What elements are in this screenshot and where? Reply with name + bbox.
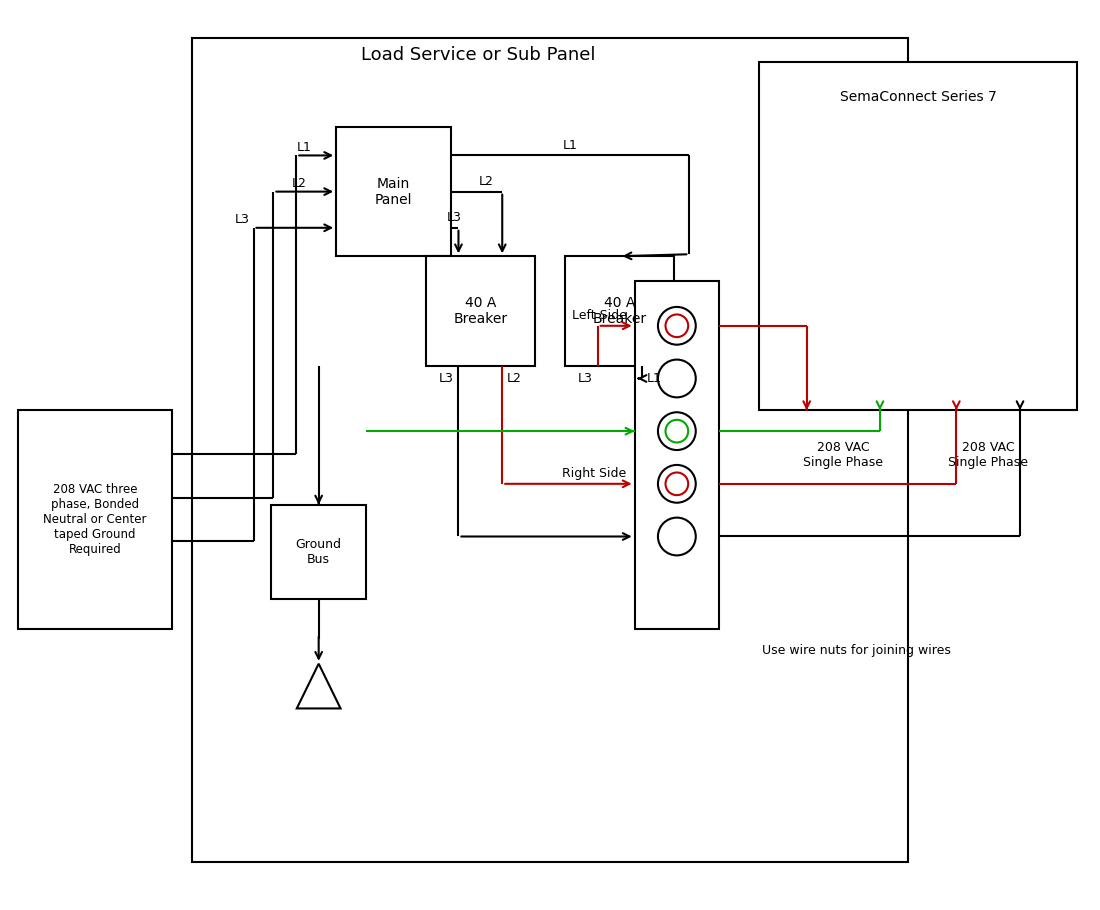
Circle shape bbox=[658, 359, 696, 398]
Text: 208 VAC three
phase, Bonded
Neutral or Center
taped Ground
Required: 208 VAC three phase, Bonded Neutral or C… bbox=[43, 483, 146, 556]
Text: L3: L3 bbox=[578, 372, 593, 385]
Text: Ground
Bus: Ground Bus bbox=[296, 538, 342, 566]
Bar bbox=[272, 505, 366, 599]
Text: Main
Panel: Main Panel bbox=[374, 177, 412, 207]
Text: L3: L3 bbox=[447, 211, 462, 225]
Text: L2: L2 bbox=[292, 177, 306, 190]
Text: 40 A
Breaker: 40 A Breaker bbox=[593, 296, 647, 326]
Circle shape bbox=[658, 412, 696, 450]
Text: L2: L2 bbox=[507, 372, 522, 385]
Bar bbox=[426, 257, 535, 366]
Text: 208 VAC
Single Phase: 208 VAC Single Phase bbox=[948, 441, 1028, 469]
Text: L1: L1 bbox=[647, 372, 661, 385]
Text: L2: L2 bbox=[478, 176, 494, 188]
Bar bbox=[337, 127, 451, 257]
Circle shape bbox=[666, 472, 689, 495]
Circle shape bbox=[666, 315, 689, 337]
Text: L1: L1 bbox=[562, 139, 578, 152]
Text: Use wire nuts for joining wires: Use wire nuts for joining wires bbox=[761, 644, 950, 657]
Text: SemaConnect Series 7: SemaConnect Series 7 bbox=[839, 90, 997, 105]
Text: Left Side: Left Side bbox=[572, 309, 627, 322]
Text: Load Service or Sub Panel: Load Service or Sub Panel bbox=[361, 46, 595, 65]
Circle shape bbox=[658, 465, 696, 502]
Text: Right Side: Right Side bbox=[562, 468, 627, 480]
Circle shape bbox=[658, 307, 696, 345]
Text: L3: L3 bbox=[234, 213, 250, 227]
Circle shape bbox=[658, 518, 696, 555]
Text: 40 A
Breaker: 40 A Breaker bbox=[453, 296, 507, 326]
Text: 208 VAC
Single Phase: 208 VAC Single Phase bbox=[803, 441, 883, 469]
Text: L3: L3 bbox=[439, 372, 453, 385]
Circle shape bbox=[666, 420, 689, 442]
Bar bbox=[18, 410, 172, 629]
Text: L1: L1 bbox=[296, 141, 311, 154]
Bar bbox=[635, 281, 719, 629]
Bar bbox=[565, 257, 674, 366]
Bar bbox=[191, 37, 909, 863]
Bar bbox=[759, 63, 1077, 410]
